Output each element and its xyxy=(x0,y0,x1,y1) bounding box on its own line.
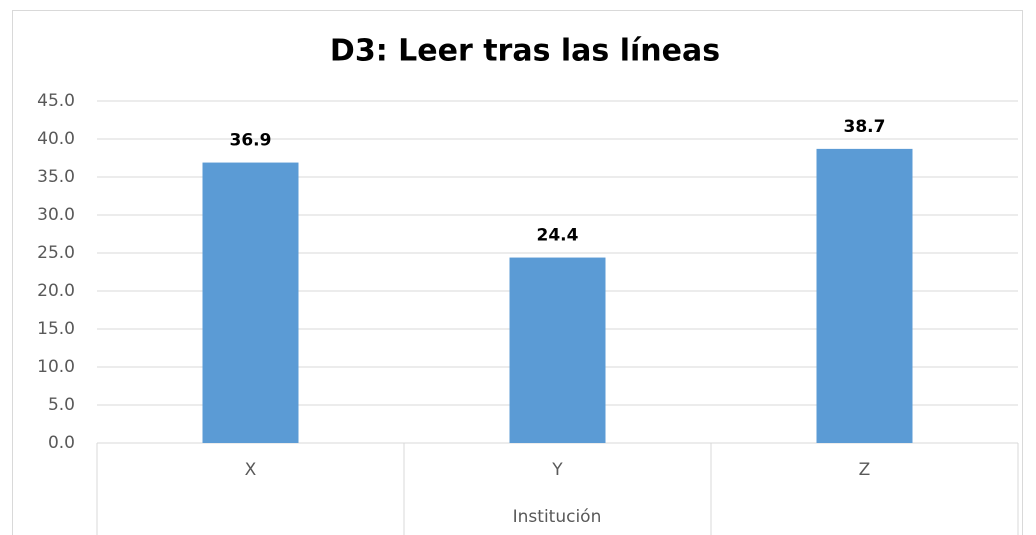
y-tick-label: 35.0 xyxy=(37,167,75,187)
y-tick-label: 40.0 xyxy=(37,129,75,149)
y-tick-label: 45.0 xyxy=(37,91,75,111)
data-label: 36.9 xyxy=(230,131,272,151)
y-tick-label: 30.0 xyxy=(37,205,75,225)
y-tick-label: 25.0 xyxy=(37,243,75,263)
x-tick-label: Y xyxy=(551,460,563,480)
data-label: 38.7 xyxy=(844,117,886,137)
y-tick-label: 15.0 xyxy=(37,319,75,339)
y-tick-label: 5.0 xyxy=(48,395,75,415)
bar xyxy=(509,257,606,443)
y-tick-label: 10.0 xyxy=(37,357,75,377)
chart-title: D3: Leer tras las líneas xyxy=(330,34,720,69)
x-tick-label: Z xyxy=(859,460,871,480)
bar xyxy=(202,162,299,443)
y-tick-label: 20.0 xyxy=(37,281,75,301)
bar xyxy=(816,148,913,443)
x-tick-label: X xyxy=(245,460,257,480)
data-label: 24.4 xyxy=(537,226,579,246)
y-tick-label: 0.0 xyxy=(48,433,75,453)
x-axis-title: Institución xyxy=(513,507,602,527)
